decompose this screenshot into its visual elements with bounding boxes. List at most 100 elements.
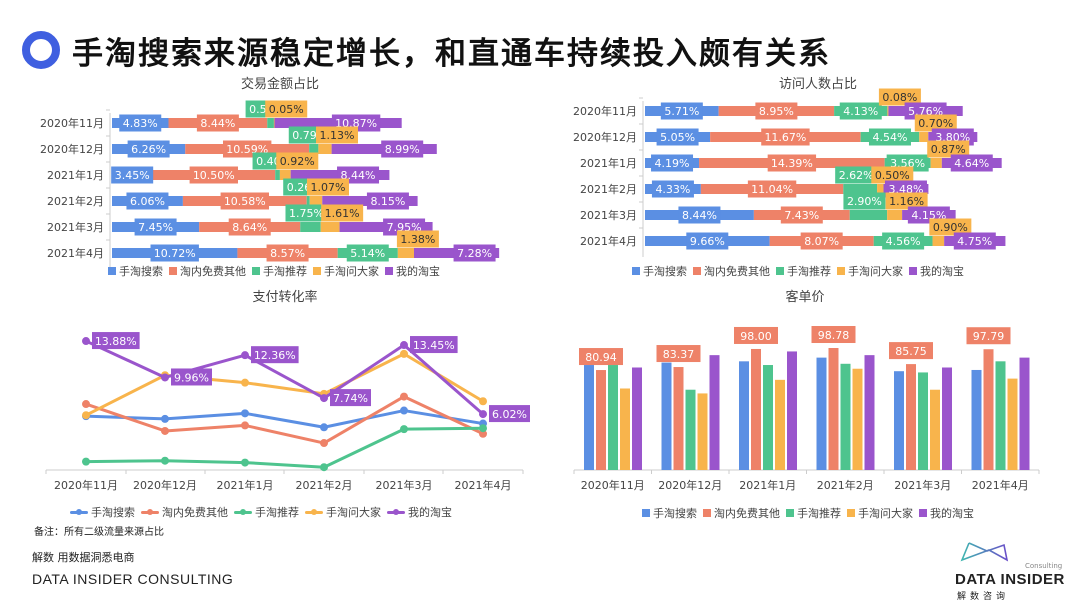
data-label-box xyxy=(366,192,409,210)
data-point xyxy=(241,458,249,467)
legend-swatch-icon xyxy=(786,509,794,517)
legend-item[interactable]: 手淘搜索 xyxy=(108,263,163,279)
legend-item[interactable]: 淘内免费其他 xyxy=(703,505,780,521)
logo-sub: 解数咨询 xyxy=(957,592,1010,602)
data-label: 3.45% xyxy=(115,169,150,182)
data-point xyxy=(479,410,487,419)
legend-item[interactable]: 我的淘宝 xyxy=(919,505,974,521)
data-label-box xyxy=(134,218,177,236)
legend-item[interactable]: 手淘推荐 xyxy=(786,505,841,521)
data-label: 85.75 xyxy=(895,345,927,358)
bar xyxy=(685,389,696,470)
data-label: 7.28% xyxy=(457,247,492,260)
legend-conversion-rate: 手淘搜索 淘内免费其他 手淘推荐 手淘问大家 我的淘宝 xyxy=(70,504,458,520)
legend-item[interactable]: 我的淘宝 xyxy=(385,263,440,279)
legend-item[interactable]: 手淘搜索 xyxy=(70,504,135,520)
bar-segment xyxy=(267,118,274,128)
legend-item[interactable]: 淘内免费其他 xyxy=(141,504,228,520)
data-label-box xyxy=(119,114,162,132)
page-header: 手淘搜索来源稳定增长，和直通车持续投入颇有关系 xyxy=(22,28,831,72)
data-label: 5.71% xyxy=(664,105,699,118)
legend-swatch-icon xyxy=(385,267,393,275)
bar xyxy=(596,370,606,470)
data-label-box xyxy=(953,232,996,250)
data-label-box xyxy=(651,154,694,172)
data-label: 6.26% xyxy=(131,143,166,156)
legend-item[interactable]: 手淘推荐 xyxy=(776,263,831,279)
data-label: 4.19% xyxy=(655,157,690,170)
legend-label: 我的淘宝 xyxy=(920,265,964,278)
legend-item[interactable]: 手淘问大家 xyxy=(847,505,913,521)
data-label: 7.43% xyxy=(784,209,819,222)
legend-label: 手淘推荐 xyxy=(797,507,841,520)
data-label: 7.74% xyxy=(333,392,368,405)
legend-swatch-icon xyxy=(108,267,116,275)
data-label: 11.04% xyxy=(751,183,793,196)
ring-icon xyxy=(22,31,60,69)
legend-swatch-icon xyxy=(169,267,177,275)
legend-item[interactable]: 手淘搜索 xyxy=(632,263,687,279)
data-point xyxy=(400,349,408,358)
legend-swatch-icon xyxy=(847,509,855,517)
category-label: 2021年4月 xyxy=(47,246,104,260)
legend-item[interactable]: 我的淘宝 xyxy=(387,504,452,520)
bar-segment xyxy=(318,144,332,154)
legend-item[interactable]: 手淘问大家 xyxy=(305,504,381,520)
data-label: 10.50% xyxy=(193,169,235,182)
legend-item[interactable]: 淘内免费其他 xyxy=(169,263,246,279)
data-point xyxy=(161,373,169,382)
bar xyxy=(775,379,785,470)
legend-label: 手淘搜索 xyxy=(119,265,163,278)
data-label: 0.50% xyxy=(875,169,910,182)
legend-label: 手淘问大家 xyxy=(324,265,379,278)
category-label: 2021年3月 xyxy=(376,478,433,492)
bar xyxy=(816,357,827,470)
legend-label: 我的淘宝 xyxy=(396,265,440,278)
data-label: 1.75% xyxy=(289,207,324,220)
data-label: 8.57% xyxy=(270,247,305,260)
series-line xyxy=(85,339,484,416)
data-label-box xyxy=(150,244,199,262)
data-label: 2.62% xyxy=(839,169,874,182)
category-label: 2021年2月 xyxy=(47,194,104,208)
legend-item[interactable]: 手淘推荐 xyxy=(252,263,307,279)
data-label-box xyxy=(761,128,810,146)
series-line xyxy=(85,395,484,445)
data-label: 1.13% xyxy=(320,129,355,142)
chart-title: 交易金额占比 xyxy=(241,76,319,92)
data-label: 97.79 xyxy=(973,330,1005,343)
legend-item[interactable]: 淘内免费其他 xyxy=(693,263,770,279)
bar-segment xyxy=(397,248,414,258)
data-point xyxy=(400,341,408,350)
data-label-box xyxy=(220,192,269,210)
data-label: 10.72% xyxy=(154,247,196,260)
bar xyxy=(852,368,863,470)
chart-title: 客单价 xyxy=(785,289,824,305)
legend-item[interactable]: 手淘搜索 xyxy=(642,505,697,521)
bar-segment xyxy=(320,222,340,232)
bar xyxy=(942,367,952,470)
legend-item[interactable]: 手淘问大家 xyxy=(837,263,903,279)
legend-item[interactable]: 手淘推荐 xyxy=(234,504,299,520)
company-logo: Consulting DATA INSIDER 解数咨询 xyxy=(955,540,1065,602)
logo-bowtie-icon xyxy=(960,542,1009,562)
chart-avg-order-value: 客单价 2020年11月 80.94 2020年12月 83.37 2021年1月 98.0… xyxy=(540,285,1080,500)
data-label-box xyxy=(835,166,878,184)
legend-label: 我的淘宝 xyxy=(408,506,452,519)
data-label-box xyxy=(678,206,721,224)
data-label: 14.39% xyxy=(771,157,813,170)
bar-segment xyxy=(930,158,942,168)
logo-main: DATA INSIDER xyxy=(955,571,1065,588)
data-label: 8.15% xyxy=(370,195,405,208)
legend-swatch-icon xyxy=(919,509,927,517)
data-label-box xyxy=(228,218,271,236)
bar-segment xyxy=(309,196,323,206)
data-label: 12.36% xyxy=(254,349,296,362)
legend-item[interactable]: 手淘问大家 xyxy=(313,263,379,279)
data-label-box xyxy=(111,166,154,184)
legend-label: 淘内免费其他 xyxy=(162,506,228,519)
legend-item[interactable]: 我的淘宝 xyxy=(909,263,964,279)
data-label: 0.05% xyxy=(269,103,304,116)
legend-label: 手淘推荐 xyxy=(255,506,299,519)
bar xyxy=(739,361,749,470)
